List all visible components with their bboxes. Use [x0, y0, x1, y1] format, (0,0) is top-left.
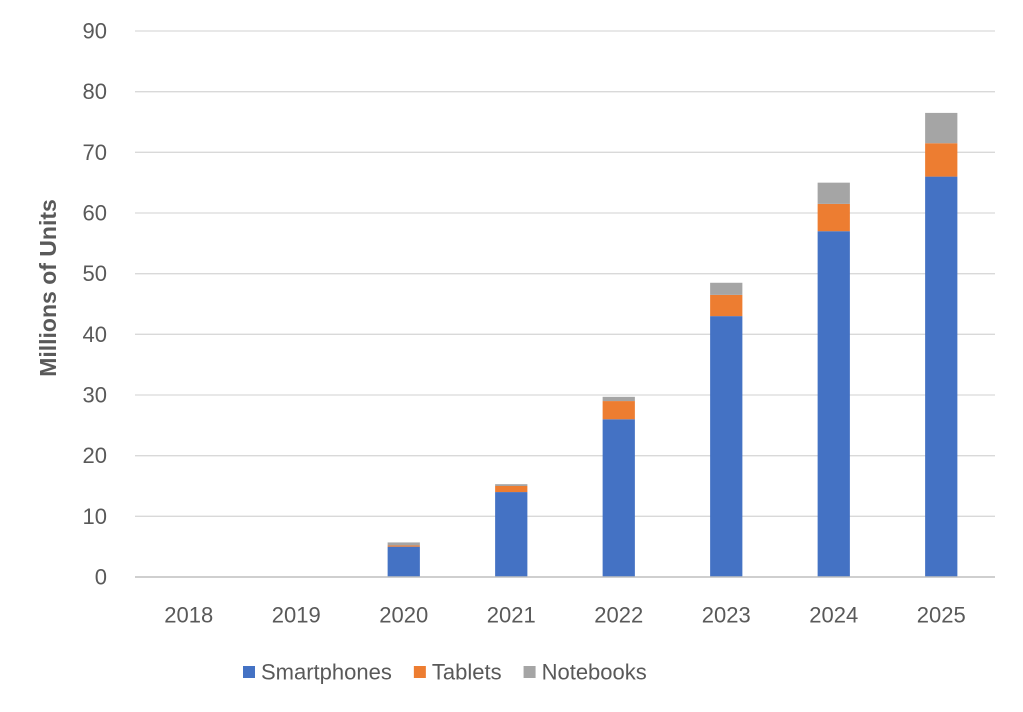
y-tick-label: 40	[83, 322, 107, 347]
legend-swatch-tablets	[413, 666, 426, 678]
bar-notebooks-2024	[817, 182, 850, 204]
y-tick-label: 80	[83, 79, 107, 104]
bar-tablets-2022	[602, 401, 635, 420]
y-tick-label: 30	[83, 383, 107, 408]
bar-notebooks-2023	[710, 282, 743, 295]
x-axis-tick-labels: 2018 2019 2020 2021 2022 2023 2024 2025	[164, 603, 965, 628]
y-tick-label: 70	[83, 140, 107, 165]
y-tick-label: 50	[83, 261, 107, 286]
bar-notebooks-2022	[602, 396, 635, 402]
x-tick-label: 2020	[379, 603, 428, 628]
x-tick-label: 2021	[487, 603, 536, 628]
bar-notebooks-2025	[925, 112, 958, 144]
bar-smartphones-2023	[710, 316, 743, 577]
bar-tablets-2025	[925, 143, 958, 177]
y-tick-label: 60	[83, 201, 107, 226]
bars	[387, 112, 958, 577]
y-tick-label: 10	[83, 504, 107, 529]
bar-smartphones-2022	[602, 419, 635, 577]
gridlines	[135, 30, 995, 517]
y-tick-label: 20	[83, 443, 107, 468]
x-tick-label: 2025	[917, 603, 966, 628]
legend: Smartphones Tablets Notebooks	[243, 660, 647, 685]
x-tick-label: 2023	[702, 603, 751, 628]
legend-swatch-notebooks	[523, 666, 536, 678]
bar-tablets-2020	[387, 545, 420, 547]
bar-smartphones-2021	[495, 492, 528, 577]
bar-notebooks-2020	[387, 542, 420, 546]
y-axis-title: Millions of Units	[35, 199, 61, 377]
legend-swatch-smartphones	[243, 666, 255, 678]
x-tick-label: 2019	[272, 603, 321, 628]
bar-tablets-2021	[495, 486, 528, 493]
x-tick-label: 2024	[809, 603, 858, 628]
y-tick-label: 90	[83, 19, 107, 44]
bar-tablets-2024	[817, 203, 850, 232]
bar-tablets-2023	[710, 294, 743, 317]
y-tick-label: 0	[95, 565, 107, 590]
bar-smartphones-2020	[387, 546, 420, 577]
bar-notebooks-2021	[495, 484, 528, 486]
legend-label-notebooks: Notebooks	[542, 660, 647, 685]
x-tick-label: 2022	[594, 603, 643, 628]
legend-label-tablets: Tablets	[432, 660, 502, 685]
legend-label-smartphones: Smartphones	[261, 660, 392, 685]
bar-smartphones-2024	[817, 231, 850, 577]
bar-smartphones-2025	[925, 176, 958, 577]
x-tick-label: 2018	[164, 603, 213, 628]
y-axis-tick-labels: 0 10 20 30 40 50 60 70 80 90	[83, 19, 107, 590]
